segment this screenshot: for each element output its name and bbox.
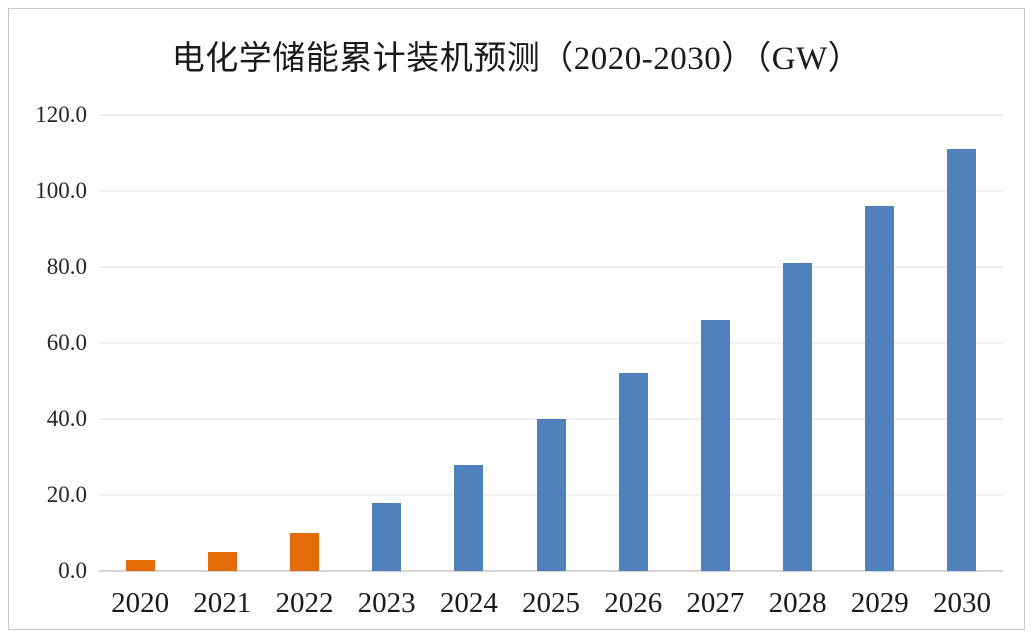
x-tick-label: 2020 xyxy=(111,587,170,619)
x-tick-label: 2021 xyxy=(193,587,252,619)
bar-slot xyxy=(263,115,345,571)
bar-2028 xyxy=(783,263,813,571)
chart-title: 电化学储能累计装机预测（2020-2030）（GW） xyxy=(171,41,862,77)
x-tick-label: 2027 xyxy=(686,587,745,619)
bar-2023 xyxy=(372,502,402,571)
bar-slot xyxy=(346,115,428,571)
bar-2030 xyxy=(947,149,977,571)
plot-area xyxy=(99,114,1003,572)
y-tick-label: 60.0 xyxy=(46,330,87,355)
bar-2020 xyxy=(125,559,155,571)
bar-slot xyxy=(181,115,263,571)
bar-2022 xyxy=(289,533,319,571)
bar-slot xyxy=(674,115,756,571)
x-tick-label: 2022 xyxy=(275,587,334,619)
bars xyxy=(99,115,1003,571)
gridline xyxy=(99,418,1003,420)
y-tick-label: 40.0 xyxy=(46,405,87,431)
x-tick-label: 2025 xyxy=(522,587,581,619)
bar-2025 xyxy=(536,419,566,571)
bar-slot xyxy=(510,115,592,571)
bar-slot xyxy=(99,115,181,571)
x-tick-label: 2029 xyxy=(850,587,909,619)
bar-2024 xyxy=(454,464,484,571)
gridline xyxy=(99,190,1003,192)
bar-slot xyxy=(428,115,510,571)
bar-2026 xyxy=(618,373,648,571)
x-tick-label: 2023 xyxy=(357,587,416,619)
y-tick-label: 120.0 xyxy=(35,102,87,127)
x-axis-line xyxy=(99,570,1003,572)
bar-slot xyxy=(757,115,839,571)
y-tick-label: 100.0 xyxy=(35,177,87,203)
bar-2029 xyxy=(865,206,895,571)
y-tick-label: 20.0 xyxy=(46,482,87,507)
gridline xyxy=(99,114,1003,116)
chart-frame: 电化学储能累计装机预测（2020-2030）（GW） 120.0 100.0 80.… xyxy=(8,8,1025,630)
bar-slot xyxy=(839,115,921,571)
y-tick-label: 80.0 xyxy=(46,253,87,279)
x-tick-label: 2028 xyxy=(768,587,827,619)
x-tick-label: 2024 xyxy=(439,587,498,619)
bar-slot xyxy=(592,115,674,571)
x-tick-label: 2030 xyxy=(932,587,991,619)
y-tick-label: 0.0 xyxy=(58,558,87,583)
y-axis: 120.0 100.0 80.0 60.0 40.0 20.0 0.0 xyxy=(9,102,87,583)
bar-2027 xyxy=(700,320,730,571)
gridline xyxy=(99,266,1003,268)
x-tick-label: 2026 xyxy=(604,587,663,619)
gridline xyxy=(99,342,1003,344)
bar-slot xyxy=(921,115,1003,571)
bar-2021 xyxy=(207,552,237,571)
x-axis: 2020 2021 2022 2023 2024 2025 2026 2027 2028 2029… xyxy=(99,587,1003,620)
